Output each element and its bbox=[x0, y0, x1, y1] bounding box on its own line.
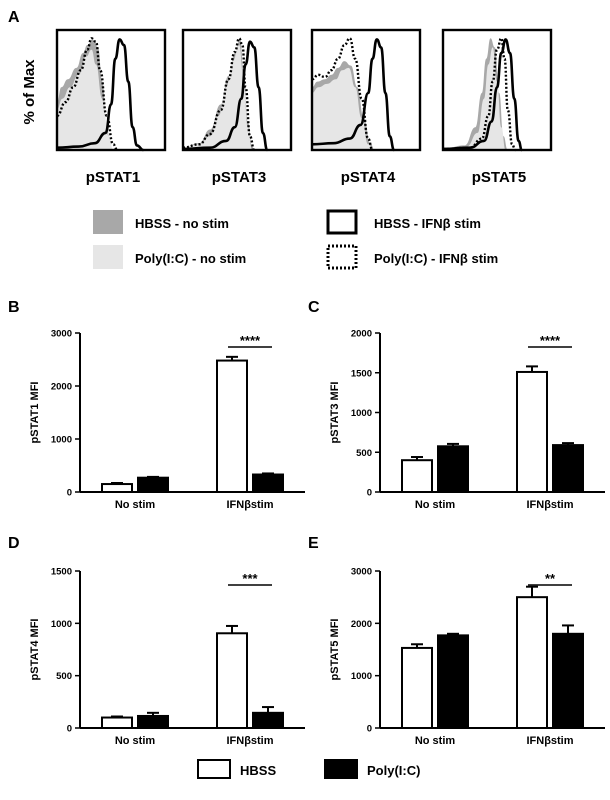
y-tick-label: 1000 bbox=[351, 671, 372, 682]
histogram-label-2: pSTAT3 bbox=[212, 169, 266, 186]
panel-label-c: C bbox=[308, 299, 320, 316]
y-tick-label: 1000 bbox=[351, 408, 372, 419]
y-tick-label: 500 bbox=[356, 448, 372, 459]
x-category-label: IFNβstim bbox=[226, 499, 273, 511]
significance-label: **** bbox=[240, 333, 261, 348]
y-axis-label: pSTAT3 MFI bbox=[329, 382, 341, 444]
histogram-2: pSTAT3 bbox=[181, 28, 293, 186]
y-axis-label: pSTAT1 MFI bbox=[29, 382, 41, 444]
bar-polyic-0 bbox=[137, 714, 169, 729]
bar-charts: B 0 1000 2000 3000 pSTAT1 MFI No stim IFNβstim *… bbox=[8, 299, 605, 747]
y-tick-label: 2000 bbox=[351, 619, 372, 630]
bar-chart-b: B 0 1000 2000 3000 pSTAT1 MFI No stim IFNβstim *… bbox=[8, 299, 305, 511]
legend-label-hbss-ifnb: HBSS - IFNβ stim bbox=[374, 216, 481, 231]
hist-polyic-ifnb-1 bbox=[56, 37, 118, 152]
bar-legend-label-hbss: HBSS bbox=[240, 763, 276, 778]
bar-legend-swatch-hbss bbox=[197, 759, 231, 779]
bar-polyic-0 bbox=[137, 476, 169, 494]
panel-label-b: B bbox=[8, 299, 20, 316]
legend-label-polyic-ifnb: Poly(I:C) - IFNβ stim bbox=[374, 251, 498, 266]
x-category-label: No stim bbox=[415, 735, 456, 747]
bar-hbss-0 bbox=[401, 646, 433, 729]
x-category-label: IFNβstim bbox=[526, 735, 573, 747]
bar-chart-d: D 0 500 1000 1500 pSTAT4 MFI No stim IFNβstim **… bbox=[8, 535, 305, 747]
hist-polyic-nostim-1 bbox=[57, 49, 114, 151]
bar-legend: HBSS Poly(I:C) bbox=[197, 759, 420, 779]
y-tick-label: 2000 bbox=[351, 329, 372, 340]
y-tick-label: 500 bbox=[56, 671, 72, 682]
hist-hbss-ifnb-2 bbox=[182, 40, 269, 152]
flow-ylabel: % of Max bbox=[21, 59, 38, 125]
bar-hbss-1 bbox=[216, 359, 248, 493]
bar-legend-label-polyic: Poly(I:C) bbox=[367, 763, 420, 778]
x-category-label: IFNβstim bbox=[526, 499, 573, 511]
y-tick-label: 0 bbox=[367, 724, 372, 735]
bar-hbss-1 bbox=[516, 596, 548, 730]
hist-polyic-nostim-2 bbox=[183, 45, 253, 150]
bar-legend-swatch-polyic bbox=[324, 759, 358, 779]
bar-hbss-0 bbox=[401, 459, 433, 494]
bar-hbss-1 bbox=[516, 370, 548, 493]
histogram-frame-3 bbox=[310, 28, 422, 152]
bar-polyic-0 bbox=[437, 634, 469, 729]
histogram-1: pSTAT1 bbox=[55, 28, 167, 186]
histogram-frame-4 bbox=[441, 28, 553, 152]
y-tick-label: 1500 bbox=[351, 368, 372, 379]
bar-polyic-1 bbox=[252, 473, 284, 494]
y-tick-label: 0 bbox=[67, 488, 72, 499]
x-category-label: No stim bbox=[115, 499, 156, 511]
y-tick-label: 1000 bbox=[51, 435, 72, 446]
y-tick-label: 0 bbox=[367, 488, 372, 499]
histogram-3: pSTAT4 bbox=[310, 28, 422, 186]
panel-label-d: D bbox=[8, 535, 20, 552]
histogram-label-1: pSTAT1 bbox=[86, 169, 140, 186]
y-axis-label: pSTAT5 MFI bbox=[329, 619, 341, 681]
y-tick-label: 2000 bbox=[51, 382, 72, 393]
hist-hbss-ifnb-3 bbox=[311, 38, 396, 152]
hist-polyic-ifnb-2 bbox=[182, 37, 256, 152]
hist-polyic-ifnb-3 bbox=[311, 37, 374, 152]
bar-hbss-0 bbox=[101, 483, 133, 493]
y-tick-label: 1500 bbox=[51, 567, 72, 578]
y-tick-label: 3000 bbox=[351, 567, 372, 578]
histogram-frame-1 bbox=[55, 28, 167, 152]
hist-polyic-ifnb-4 bbox=[442, 37, 516, 152]
histogram-row: pSTAT1 pSTAT3 pSTAT4 pSTAT5 bbox=[55, 28, 553, 186]
hist-hbss-ifnb-4 bbox=[442, 38, 523, 152]
y-tick-label: 1000 bbox=[51, 619, 72, 630]
x-category-label: No stim bbox=[115, 735, 156, 747]
y-tick-label: 3000 bbox=[51, 329, 72, 340]
bar-chart-e: E 0 1000 2000 3000 pSTAT5 MFI No stim IFNβstim *… bbox=[308, 535, 605, 747]
legend-swatch-polyic-ifnb bbox=[326, 244, 358, 270]
flow-legend: HBSS - no stim Poly(I:C) - no stim HBSS … bbox=[93, 209, 498, 270]
legend-swatch-hbss-ifnb bbox=[326, 209, 358, 235]
bar-hbss-0 bbox=[101, 716, 133, 729]
y-tick-label: 0 bbox=[67, 724, 72, 735]
bar-polyic-1 bbox=[552, 632, 584, 729]
x-category-label: IFNβstim bbox=[226, 735, 273, 747]
histogram-frame-2 bbox=[181, 28, 293, 152]
y-axis-label: pSTAT4 MFI bbox=[29, 619, 41, 681]
legend-swatch-hbss-nostim bbox=[93, 210, 123, 234]
bar-polyic-0 bbox=[437, 445, 469, 494]
legend-label-polyic-nostim: Poly(I:C) - no stim bbox=[135, 251, 246, 266]
bar-polyic-1 bbox=[552, 444, 584, 493]
bar-chart-c: C 0 500 1000 1500 2000 pSTAT3 MFI No stim IFNβst… bbox=[308, 299, 605, 511]
bar-hbss-1 bbox=[216, 632, 248, 730]
hist-hbss-ifnb-1 bbox=[56, 38, 144, 152]
panel-label-e: E bbox=[308, 535, 319, 552]
significance-label: *** bbox=[242, 571, 258, 586]
significance-label: ** bbox=[545, 571, 556, 586]
x-category-label: No stim bbox=[415, 499, 456, 511]
legend-label-hbss-nostim: HBSS - no stim bbox=[135, 216, 229, 231]
significance-label: **** bbox=[540, 333, 561, 348]
histogram-label-4: pSTAT5 bbox=[472, 169, 526, 186]
bar-polyic-1 bbox=[252, 711, 284, 729]
panel-label-a: A bbox=[8, 9, 20, 26]
histogram-label-3: pSTAT4 bbox=[341, 169, 396, 186]
histogram-4: pSTAT5 bbox=[441, 28, 553, 186]
legend-swatch-polyic-nostim bbox=[93, 245, 123, 269]
